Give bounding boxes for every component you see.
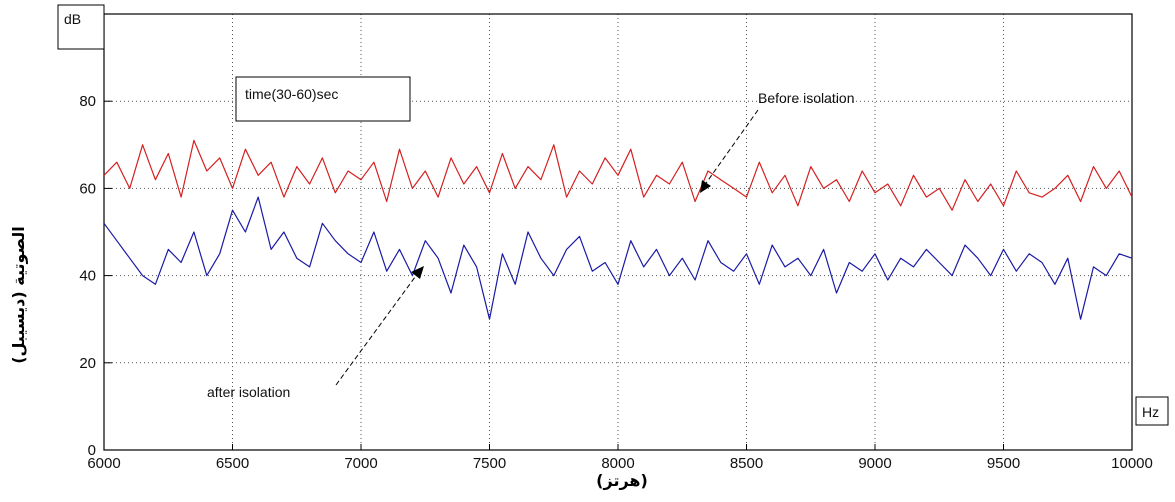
y-tick-label: 20 <box>79 355 96 372</box>
legend-text: time(30-60)sec <box>245 86 338 102</box>
y-tick-label: 0 <box>88 442 96 459</box>
y-unit-box <box>57 4 105 50</box>
legend-box <box>235 76 411 122</box>
x-tick-label: 6500 <box>216 455 249 472</box>
x-tick-label: 9000 <box>858 455 891 472</box>
series-layer <box>103 139 1133 320</box>
series-line-blue <box>103 196 1133 320</box>
x-unit-box <box>1135 396 1169 426</box>
arrow-after-line <box>335 272 419 386</box>
y-tick-label: 60 <box>79 180 96 197</box>
arrow-before-head <box>700 180 711 193</box>
x-tick-label: 7000 <box>344 455 377 472</box>
series-line-red <box>103 139 1133 211</box>
x-tick-label: 9500 <box>987 455 1020 472</box>
arrow-before-line <box>703 109 759 187</box>
annotation-after-isolation: after isolation <box>207 384 290 400</box>
annotation-before-isolation: Before isolation <box>758 90 855 106</box>
x-tick-label: 10000 <box>1111 455 1153 472</box>
y-tick-label: 40 <box>79 268 96 285</box>
x-tick-label: 6000 <box>87 455 120 472</box>
y-unit-label: dB <box>64 11 81 27</box>
y-tick-label: 80 <box>79 93 96 110</box>
x-unit-label: Hz <box>1142 404 1159 420</box>
x-tick-label: 8000 <box>601 455 634 472</box>
y-axis-title: الصوتية (ديسيبل) <box>9 226 28 364</box>
x-tick-label: 8500 <box>730 455 763 472</box>
arrow-after-head <box>411 266 424 279</box>
x-tick-label: 7500 <box>473 455 506 472</box>
tick-labels: 6000 6500 7000 7500 8000 8500 9000 9500 10000 0 20… <box>71 6 1153 472</box>
x-axis-title: (هرتز) <box>596 471 648 490</box>
